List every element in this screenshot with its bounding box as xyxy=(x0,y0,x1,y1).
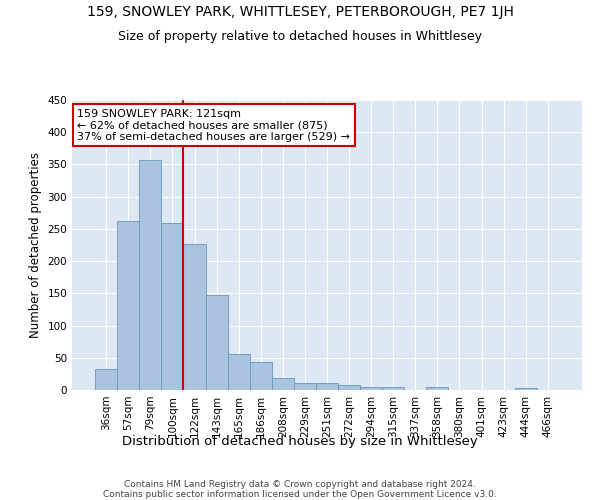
Bar xyxy=(427,388,448,390)
Bar xyxy=(250,362,272,390)
Text: Contains HM Land Registry data © Crown copyright and database right 2024.
Contai: Contains HM Land Registry data © Crown c… xyxy=(103,480,497,500)
Text: Size of property relative to detached houses in Whittlesey: Size of property relative to detached ho… xyxy=(118,30,482,43)
Bar xyxy=(139,160,161,390)
Y-axis label: Number of detached properties: Number of detached properties xyxy=(29,152,42,338)
Bar xyxy=(161,223,184,390)
Bar xyxy=(360,387,382,390)
Text: 159, SNOWLEY PARK, WHITTLESEY, PETERBOROUGH, PE7 1JH: 159, SNOWLEY PARK, WHITTLESEY, PETERBORO… xyxy=(86,5,514,19)
Bar xyxy=(227,354,250,390)
Bar xyxy=(338,386,360,390)
Text: 159 SNOWLEY PARK: 121sqm
← 62% of detached houses are smaller (875)
37% of semi-: 159 SNOWLEY PARK: 121sqm ← 62% of detach… xyxy=(77,108,350,142)
Bar xyxy=(206,296,227,390)
Bar xyxy=(382,388,404,390)
Bar xyxy=(95,370,117,390)
Bar xyxy=(294,383,316,390)
Bar xyxy=(515,388,537,390)
Bar xyxy=(117,221,139,390)
Bar xyxy=(184,244,206,390)
Bar xyxy=(272,378,294,390)
Text: Distribution of detached houses by size in Whittlesey: Distribution of detached houses by size … xyxy=(122,435,478,448)
Bar xyxy=(316,383,338,390)
